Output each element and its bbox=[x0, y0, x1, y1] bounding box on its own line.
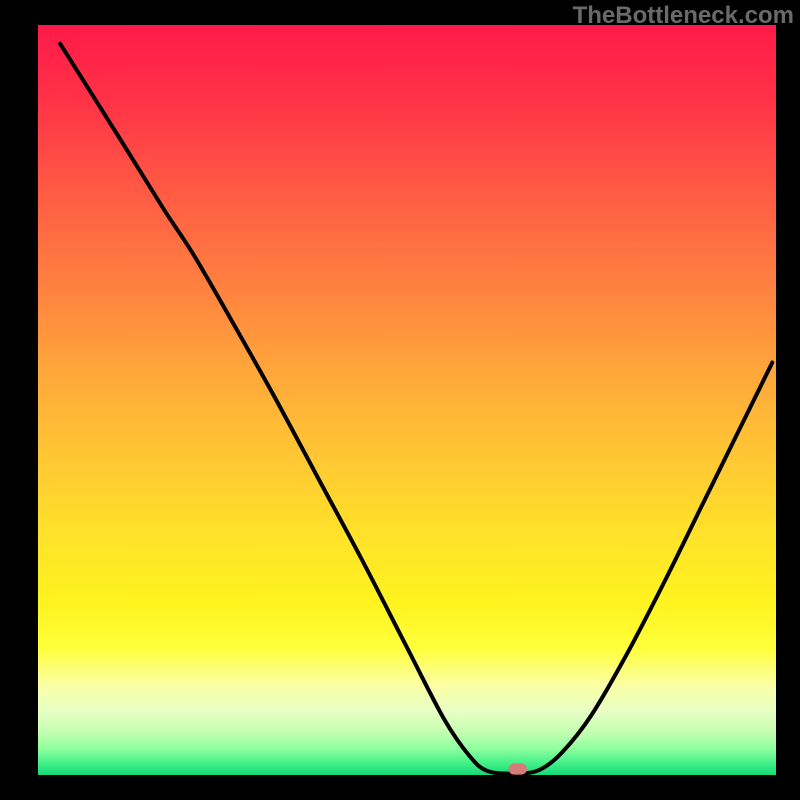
plot-border bbox=[33, 20, 781, 780]
watermark-text: TheBottleneck.com bbox=[573, 2, 794, 30]
plot-gradient-background bbox=[38, 25, 776, 775]
chart-container: { "chart": { "type": "line", "canvas": {… bbox=[0, 0, 800, 800]
